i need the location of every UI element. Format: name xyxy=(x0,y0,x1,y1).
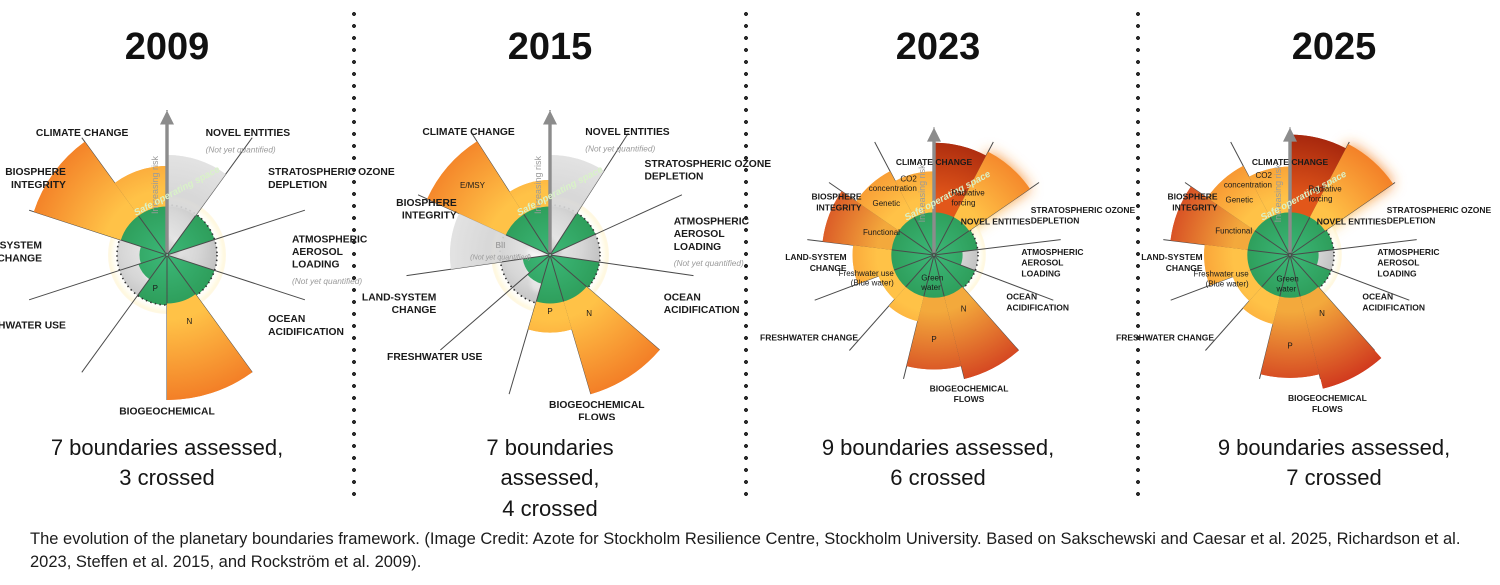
svg-text:FRESHWATER CHANGE: FRESHWATER CHANGE xyxy=(1116,333,1214,343)
svg-text:CLIMATE CHANGE: CLIMATE CHANGE xyxy=(36,128,129,139)
svg-text:Freshwater use(Blue water): Freshwater use (Blue water) xyxy=(1194,270,1250,289)
svg-text:P: P xyxy=(931,335,936,344)
svg-text:N: N xyxy=(187,317,193,326)
svg-text:(Not yet quantified): (Not yet quantified) xyxy=(585,143,655,153)
svg-text:P: P xyxy=(153,284,158,293)
svg-text:Genetic: Genetic xyxy=(1226,196,1254,205)
svg-text:NOVEL ENTITIES: NOVEL ENTITIES xyxy=(1317,217,1387,227)
svg-text:NOVEL ENTITIES: NOVEL ENTITIES xyxy=(961,217,1031,227)
svg-text:N: N xyxy=(586,309,592,318)
svg-text:CLIMATE CHANGE: CLIMATE CHANGE xyxy=(1252,157,1329,167)
svg-text:P: P xyxy=(547,307,552,316)
svg-text:N: N xyxy=(961,305,967,314)
svg-text:FRESHWATER CHANGE: FRESHWATER CHANGE xyxy=(760,333,858,343)
svg-text:P: P xyxy=(1287,341,1292,350)
svg-text:(Not yet quantified): (Not yet quantified) xyxy=(206,144,276,154)
svg-text:N: N xyxy=(1319,309,1325,318)
svg-text:FRESHWATER USE: FRESHWATER USE xyxy=(0,321,66,332)
svg-text:FRESHWATER USE: FRESHWATER USE xyxy=(387,352,482,363)
svg-text:NOVEL ENTITIES: NOVEL ENTITIES xyxy=(206,128,291,139)
svg-text:Genetic: Genetic xyxy=(873,199,901,208)
svg-text:Functional: Functional xyxy=(863,228,900,237)
svg-text:(Not yet quantified): (Not yet quantified) xyxy=(470,252,531,261)
svg-text:Functional: Functional xyxy=(1215,227,1252,236)
svg-text:CLIMATE CHANGE: CLIMATE CHANGE xyxy=(896,157,973,167)
svg-text:Freshwater use(Blue water): Freshwater use (Blue water) xyxy=(839,269,895,288)
svg-text:BII: BII xyxy=(496,241,506,250)
svg-text:(Not yet quantified): (Not yet quantified) xyxy=(674,258,744,268)
svg-text:E/MSY: E/MSY xyxy=(460,181,486,190)
svg-text:NOVEL ENTITIES: NOVEL ENTITIES xyxy=(585,127,670,138)
svg-text:CLIMATE CHANGE: CLIMATE CHANGE xyxy=(422,127,515,138)
